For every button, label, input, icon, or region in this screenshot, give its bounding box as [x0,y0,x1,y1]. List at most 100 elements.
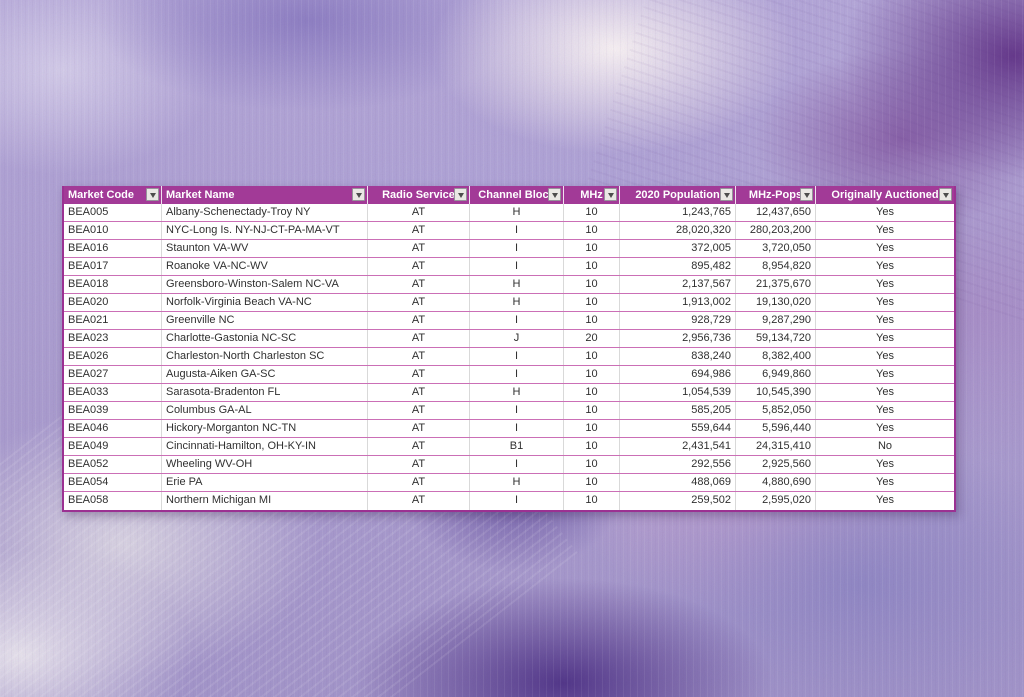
cell-market-name[interactable]: Greenville NC [162,312,368,329]
cell-market-name[interactable]: Erie PA [162,474,368,491]
cell-mhz-pops[interactable]: 24,315,410 [736,438,816,455]
cell-mhz-pops[interactable]: 59,134,720 [736,330,816,347]
cell-channel-block[interactable]: H [470,276,564,293]
cell-originally-auctioned[interactable]: No [877,440,893,452]
cell-market-name[interactable]: Albany-Schenectady-Troy NY [162,204,368,221]
cell-originally-auctioned[interactable]: Yes [876,422,894,434]
cell-mhz-pops[interactable]: 5,596,440 [736,420,816,437]
cell-market-name[interactable]: Norfolk-Virginia Beach VA-NC [162,294,368,311]
cell-mhz[interactable]: 10 [564,258,620,275]
cell-originally-auctioned[interactable]: Yes [876,458,894,470]
cell-radio-service[interactable]: AT [368,330,470,347]
cell-radio-service[interactable]: AT [368,276,470,293]
cell-population-2020[interactable]: 259,502 [620,492,736,510]
cell-mhz-pops[interactable]: 3,720,050 [736,240,816,257]
cell-radio-service[interactable]: AT [368,438,470,455]
cell-channel-block[interactable]: I [470,222,564,239]
cell-market-name[interactable]: Staunton VA-WV [162,240,368,257]
cell-market-code[interactable]: BEA021 [64,312,162,329]
cell-mhz-pops[interactable]: 8,954,820 [736,258,816,275]
cell-market-code[interactable]: BEA018 [64,276,162,293]
cell-mhz-pops[interactable]: 2,595,020 [736,492,816,510]
cell-radio-service[interactable]: AT [368,240,470,257]
cell-market-name[interactable]: Charleston-North Charleston SC [162,348,368,365]
cell-radio-service[interactable]: AT [368,312,470,329]
cell-market-code[interactable]: BEA049 [64,438,162,455]
column-header-mhz[interactable]: MHz [564,186,620,204]
cell-market-code[interactable]: BEA017 [64,258,162,275]
cell-channel-block[interactable]: I [470,456,564,473]
column-header-channel-block[interactable]: Channel Block [470,186,564,204]
cell-population-2020[interactable]: 2,137,567 [620,276,736,293]
cell-mhz-pops[interactable]: 21,375,670 [736,276,816,293]
cell-market-name[interactable]: Charlotte-Gastonia NC-SC [162,330,368,347]
cell-mhz-pops[interactable]: 10,545,390 [736,384,816,401]
cell-mhz-pops[interactable]: 280,203,200 [736,222,816,239]
filter-button-market-code[interactable] [146,188,159,201]
cell-market-code[interactable]: BEA005 [64,204,162,221]
cell-radio-service[interactable]: AT [368,348,470,365]
cell-mhz[interactable]: 10 [564,420,620,437]
cell-originally-auctioned[interactable]: Yes [876,332,894,344]
cell-originally-auctioned[interactable]: Yes [876,386,894,398]
column-header-market-code[interactable]: Market Code [64,186,162,204]
cell-channel-block[interactable]: H [470,474,564,491]
cell-population-2020[interactable]: 895,482 [620,258,736,275]
filter-button-market-name[interactable] [352,188,365,201]
cell-originally-auctioned[interactable]: Yes [876,278,894,290]
cell-mhz[interactable]: 10 [564,240,620,257]
cell-population-2020[interactable]: 2,431,541 [620,438,736,455]
cell-radio-service[interactable]: AT [368,402,470,419]
cell-mhz[interactable]: 10 [564,384,620,401]
cell-channel-block[interactable]: H [470,294,564,311]
cell-mhz[interactable]: 10 [564,474,620,491]
column-header-market-name[interactable]: Market Name [162,186,368,204]
cell-population-2020[interactable]: 928,729 [620,312,736,329]
cell-radio-service[interactable]: AT [368,456,470,473]
cell-population-2020[interactable]: 372,005 [620,240,736,257]
cell-radio-service[interactable]: AT [368,384,470,401]
column-header-mhz-pops[interactable]: MHz-Pops [736,186,816,204]
cell-market-code[interactable]: BEA054 [64,474,162,491]
cell-market-code[interactable]: BEA027 [64,366,162,383]
cell-radio-service[interactable]: AT [368,258,470,275]
cell-mhz[interactable]: 10 [564,438,620,455]
cell-mhz-pops[interactable]: 12,437,650 [736,204,816,221]
cell-market-name[interactable]: Wheeling WV-OH [162,456,368,473]
cell-mhz[interactable]: 10 [564,366,620,383]
cell-radio-service[interactable]: AT [368,222,470,239]
cell-originally-auctioned[interactable]: Yes [876,314,894,326]
cell-market-name[interactable]: Augusta-Aiken GA-SC [162,366,368,383]
cell-market-name[interactable]: Northern Michigan MI [162,492,368,510]
cell-market-name[interactable]: NYC-Long Is. NY-NJ-CT-PA-MA-VT [162,222,368,239]
cell-channel-block[interactable]: I [470,366,564,383]
filter-button-channel-block[interactable] [548,188,561,201]
cell-channel-block[interactable]: J [470,330,564,347]
cell-market-name[interactable]: Roanoke VA-NC-WV [162,258,368,275]
cell-mhz-pops[interactable]: 2,925,560 [736,456,816,473]
cell-mhz-pops[interactable]: 19,130,020 [736,294,816,311]
cell-channel-block[interactable]: I [470,492,564,510]
cell-population-2020[interactable]: 28,020,320 [620,222,736,239]
cell-channel-block[interactable]: I [470,402,564,419]
cell-originally-auctioned[interactable]: Yes [876,242,894,254]
column-header-originally-auctioned[interactable]: Originally Auctioned [816,186,954,204]
cell-population-2020[interactable]: 585,205 [620,402,736,419]
cell-mhz[interactable]: 10 [564,294,620,311]
cell-population-2020[interactable]: 488,069 [620,474,736,491]
cell-market-name[interactable]: Hickory-Morganton NC-TN [162,420,368,437]
cell-market-code[interactable]: BEA033 [64,384,162,401]
cell-channel-block[interactable]: I [470,258,564,275]
cell-population-2020[interactable]: 2,956,736 [620,330,736,347]
cell-originally-auctioned[interactable]: Yes [876,368,894,380]
cell-mhz-pops[interactable]: 9,287,290 [736,312,816,329]
cell-originally-auctioned[interactable]: Yes [876,404,894,416]
cell-mhz[interactable]: 10 [564,276,620,293]
cell-radio-service[interactable]: AT [368,204,470,221]
cell-radio-service[interactable]: AT [368,294,470,311]
cell-originally-auctioned[interactable]: Yes [876,476,894,488]
cell-population-2020[interactable]: 292,556 [620,456,736,473]
filter-button-population-2020[interactable] [720,188,733,201]
cell-population-2020[interactable]: 694,986 [620,366,736,383]
cell-market-code[interactable]: BEA052 [64,456,162,473]
